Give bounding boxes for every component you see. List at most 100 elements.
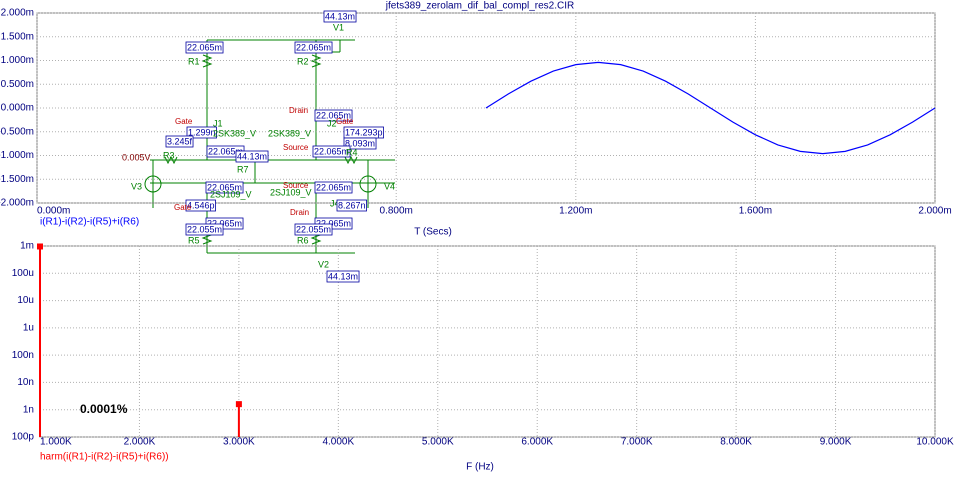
schematic-label: 22.065m: [294, 41, 333, 54]
schematic-label: J1: [213, 118, 223, 128]
schematic-label: 8.093m: [343, 137, 377, 150]
node-box: [312, 145, 351, 158]
node-box: [336, 199, 367, 212]
component-label: 2SJ109_V: [210, 189, 252, 199]
y-tick-label: 1.500m: [1, 31, 34, 42]
legend-entry: harm(i(R1)-i(R2)-i(R5)+i(R6)): [40, 452, 169, 463]
x-tick-label: 0.000m: [37, 206, 70, 217]
x-tick-label: 2.000K: [124, 437, 156, 448]
x-tick-label: 3.000K: [223, 437, 255, 448]
schematic-label: R7: [237, 164, 249, 174]
component-label: 2SJ109_V: [270, 187, 312, 197]
schematic-label: V1: [333, 22, 344, 32]
y-tick-label: 1n: [23, 404, 34, 415]
node-value: 8.267n: [338, 200, 366, 210]
y-tick-label: -1.500m: [0, 174, 34, 185]
component-label: J2: [327, 118, 337, 128]
node-box: [186, 126, 217, 139]
schematic-label: V2: [318, 259, 329, 269]
y-tick-label: 100n: [12, 350, 34, 361]
y-tick-label: -1.000m: [0, 150, 34, 161]
schematic-label: 22.065m: [312, 145, 351, 158]
component-label: R2: [297, 56, 309, 66]
y-tick-label: 1.000m: [1, 55, 34, 66]
component-label: 2SK389_V: [268, 128, 311, 138]
schematic-label: R6: [297, 235, 309, 245]
y-tick-label: 2.000m: [1, 8, 34, 19]
schematic-label: 3.245f: [165, 135, 194, 148]
component-label: R5: [188, 235, 200, 245]
node-box: [185, 41, 224, 54]
annotation: 0.0001%: [80, 402, 128, 416]
node-value: 22.065m: [187, 42, 222, 52]
schematic-label: 22.065m: [314, 181, 353, 194]
node-value: 3.245f: [167, 136, 193, 146]
component-label: V4: [384, 181, 395, 191]
component-label: 0.005V: [122, 152, 151, 162]
component-label: Gate: [336, 117, 354, 126]
component-label: R4: [346, 147, 358, 157]
node-box: [343, 137, 377, 150]
node-value: 22.055m: [296, 224, 331, 234]
schematic-label: 44.13m: [235, 150, 269, 163]
schematic-label: 22.065m: [205, 217, 244, 230]
node-value: 22.065m: [207, 218, 242, 228]
x-tick-label: 0.800m: [380, 206, 413, 217]
x-tick-label: 6.000K: [521, 437, 553, 448]
legend-entry: i(R1)-i(R2)-i(R5)+i(R6): [40, 217, 139, 228]
y-tick-label: -0.500m: [0, 126, 34, 137]
schematic-label: Gate: [336, 117, 354, 126]
node-value: 4.546p: [187, 200, 215, 210]
schematic-label: R2: [297, 56, 309, 66]
node-value: 1.299n: [188, 127, 216, 137]
component-label: R6: [297, 235, 309, 245]
component-label: V2: [318, 259, 329, 269]
schematic-label: 0.005V: [122, 152, 151, 162]
node-value: 22.065m: [316, 182, 351, 192]
schematic-label: J2: [327, 118, 337, 128]
node-box: [235, 150, 269, 163]
node-box: [314, 217, 353, 230]
node-value: 22.065m: [314, 146, 349, 156]
node-value: 22.065m: [296, 42, 331, 52]
node-box: [185, 223, 224, 236]
node-box: [294, 41, 333, 54]
component-label: Gate: [175, 117, 193, 126]
node-box: [323, 10, 357, 23]
x-tick-label: 1.200m: [559, 206, 592, 217]
component-label: R3: [163, 150, 175, 160]
schematic-label: J4: [330, 198, 340, 208]
node-box: [314, 109, 353, 122]
schematic-label: Gate: [175, 117, 193, 126]
y-tick-label: 0.500m: [1, 79, 34, 90]
x-tick-label: 1.000K: [40, 437, 72, 448]
schematic-label: 2SK389_V: [268, 128, 311, 138]
data-line: [485, 61, 936, 155]
x-tick-label: 1.600m: [739, 206, 772, 217]
node-box: [165, 135, 194, 148]
schematic-label: 22.065m: [314, 109, 353, 122]
schematic-label: R1: [188, 56, 200, 66]
node-box: [205, 181, 244, 194]
node-box: [314, 181, 353, 194]
y-tick-label: 10u: [17, 295, 34, 306]
x-tick-label: 5.000K: [422, 437, 454, 448]
y-tick-label: 0.000m: [1, 103, 34, 114]
component-label: V1: [333, 22, 344, 32]
component-label: R1: [188, 56, 200, 66]
schematic-label: 22.065m: [185, 41, 224, 54]
schematic-label: 44.13m: [326, 270, 360, 283]
x-tick-label: 9.000K: [820, 437, 852, 448]
component-label: Source: [283, 143, 309, 152]
schematic-label: 1.299n: [186, 126, 217, 139]
schematic-label: 22.055m: [294, 223, 333, 236]
schematic-label: 2SJ109_V: [210, 189, 252, 199]
y-tick-label: 100u: [12, 268, 34, 279]
node-value: 22.065m: [316, 110, 351, 120]
schematic-label: 22.065m: [314, 217, 353, 230]
node-box: [294, 223, 333, 236]
schematic-label: 2SJ109_V: [270, 187, 312, 197]
schematic-label: 2SK389_V: [213, 128, 256, 138]
x-tick-label: 10.000K: [916, 437, 954, 448]
